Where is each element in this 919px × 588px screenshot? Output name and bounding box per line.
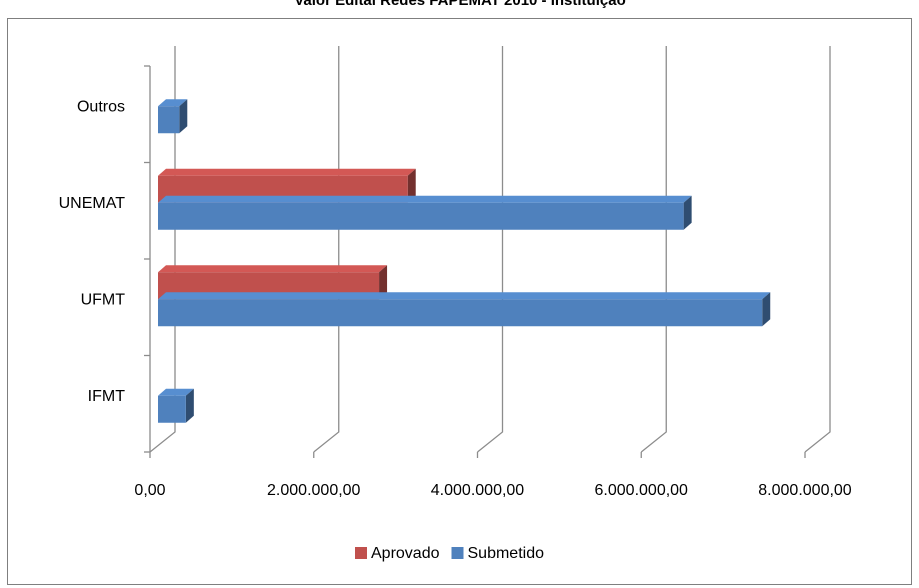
bar-front-face (158, 202, 684, 230)
legend-label-submetido: Submetido (468, 545, 545, 562)
bar-side-face (407, 168, 416, 203)
bar-side-face (185, 388, 194, 423)
bar-top-face (158, 388, 194, 396)
category-label-unemat: UNEMAT (59, 195, 126, 212)
bar-front-face (158, 299, 763, 327)
bar-top-face (158, 292, 771, 300)
gridline (477, 46, 504, 453)
legend-label-aprovado: Aprovado (371, 545, 440, 562)
category-label-outros: Outros (77, 98, 125, 115)
x-tick-label: 8.000.000,00 (758, 482, 852, 499)
bar-top-face (158, 99, 188, 107)
bar-side-face (683, 195, 692, 230)
bar-submetido-unemat (158, 195, 692, 230)
bar-submetido-ufmt (158, 292, 771, 327)
chart-title: Valor Edital Redes FAPEMAT 2010 - Instit… (294, 0, 625, 9)
category-labels: IFMT UFMT UNEMAT Outros (59, 98, 126, 405)
bar-front-face (158, 395, 186, 423)
gridline (804, 46, 831, 453)
bars (158, 99, 771, 423)
x-tick-labels: 0,00 2.000.000,00 4.000.000,00 6.000.000,00… (134, 482, 851, 499)
x-tick-label: 0,00 (134, 482, 165, 499)
gridline (640, 46, 667, 453)
bar-top-face (158, 168, 416, 176)
legend-swatch-submetido (451, 547, 464, 559)
bar-submetido-outros (158, 99, 188, 134)
x-tick-label: 4.000.000,00 (431, 482, 525, 499)
axes (144, 65, 806, 458)
bar-side-face (379, 265, 388, 300)
bar-submetido-ifmt (158, 388, 194, 423)
category-label-ufmt: UFMT (81, 291, 126, 308)
bar-side-face (179, 99, 188, 134)
bar-top-face (158, 195, 692, 203)
legend-swatch-aprovado (355, 547, 367, 559)
bar-side-face (762, 292, 771, 327)
x-tick-label: 2.000.000,00 (267, 482, 361, 499)
legend: Aprovado Submetido (355, 545, 544, 562)
bar-top-face (158, 265, 388, 273)
bar-front-face (158, 106, 180, 134)
category-label-ifmt: IFMT (88, 388, 126, 405)
x-tick-label: 6.000.000,00 (595, 482, 689, 499)
